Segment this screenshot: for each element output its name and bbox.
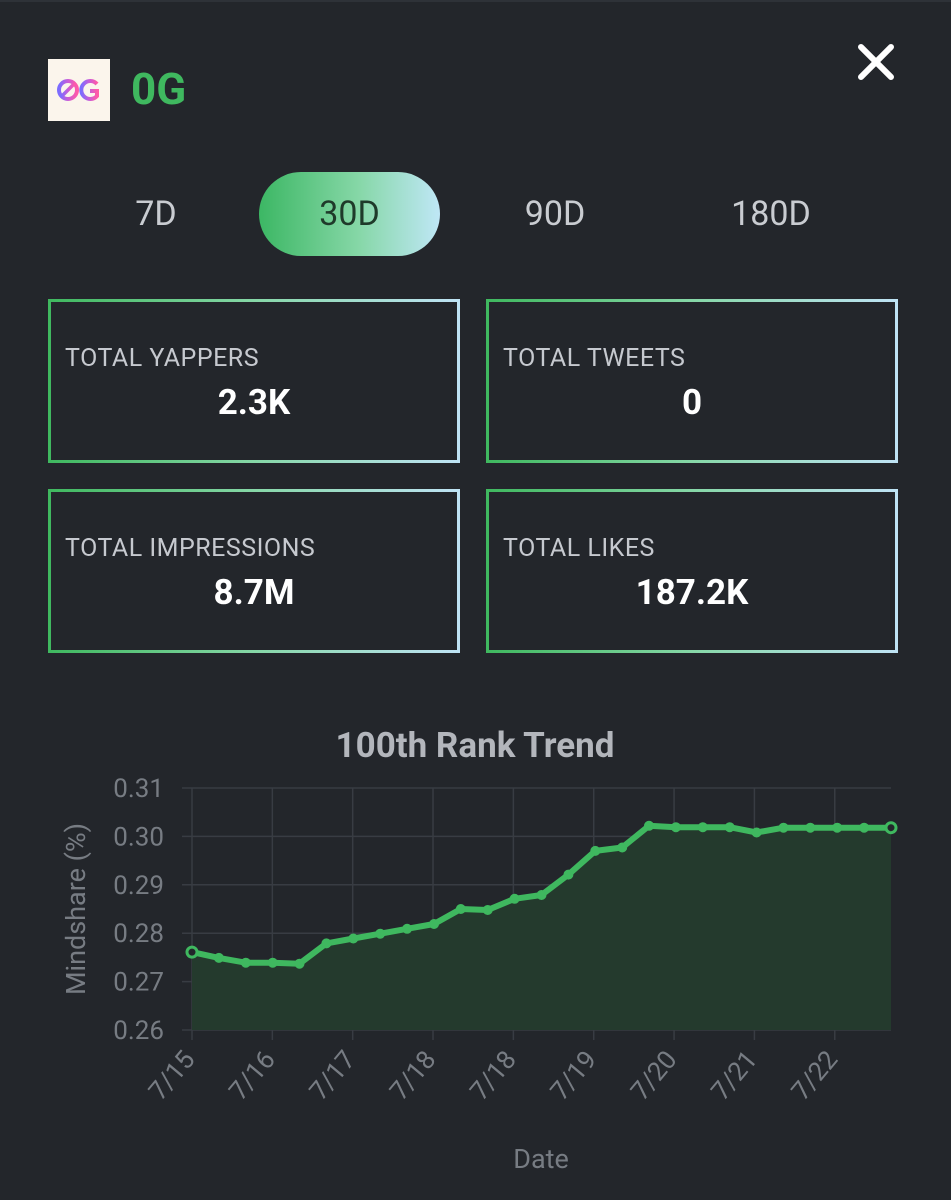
data-point — [697, 822, 708, 833]
close-icon — [858, 44, 894, 80]
tab-90d[interactable]: 90D — [524, 194, 586, 234]
tab-180d[interactable]: 180D — [731, 194, 811, 234]
data-point — [509, 893, 520, 904]
data-point — [751, 827, 762, 838]
x-tick-label: 7/22 — [786, 1045, 844, 1106]
stat-label: TOTAL YAPPERS — [65, 344, 260, 373]
stat-card-likes: TOTAL LIKES 187.2K — [486, 489, 898, 653]
x-tick-label: 7/19 — [545, 1045, 603, 1106]
x-tick-label: 7/18 — [465, 1045, 523, 1106]
data-point — [455, 904, 466, 914]
x-tick-label: 7/20 — [625, 1045, 683, 1106]
x-tick-label: 7/17 — [304, 1045, 362, 1106]
x-axis-label: Date — [513, 1143, 569, 1175]
data-point — [563, 869, 574, 880]
stat-label: TOTAL LIKES — [503, 534, 655, 563]
stat-card-impressions: TOTAL IMPRESSIONS 8.7M — [48, 489, 460, 653]
chart-title: 100th Rank Trend — [336, 725, 615, 766]
data-point — [617, 842, 628, 853]
data-point — [832, 822, 843, 833]
data-point — [778, 822, 789, 833]
x-tick-label: 7/15 — [143, 1045, 201, 1106]
data-point — [321, 938, 332, 949]
data-point — [240, 957, 251, 968]
stat-value: 8.7M — [213, 572, 295, 613]
x-tick-label: 7/18 — [384, 1045, 442, 1106]
data-point — [213, 952, 224, 963]
project-logo — [48, 59, 110, 121]
top-divider — [0, 0, 951, 2]
time-range-tabs: 7D 30D 90D 180D — [0, 172, 951, 256]
data-point — [375, 928, 386, 939]
y-tick-label: 0.30 — [113, 822, 164, 852]
rank-trend-chart: 100th Rank Trend 0.31 0.30 0.29 0.28 0.27 0.26… — [60, 725, 898, 1175]
data-point — [590, 845, 601, 856]
tab-30d[interactable]: 30D — [259, 172, 440, 256]
stat-label: TOTAL IMPRESSIONS — [65, 534, 316, 563]
data-point — [724, 822, 735, 833]
data-point — [294, 958, 305, 969]
stat-card-tweets: TOTAL TWEETS 0 — [486, 299, 898, 463]
stat-label: TOTAL TWEETS — [503, 344, 686, 373]
stat-card-yappers: TOTAL YAPPERS 2.3K — [48, 299, 460, 463]
data-point — [402, 923, 413, 934]
y-tick-label: 0.28 — [113, 919, 164, 949]
x-tick-label: 7/16 — [224, 1045, 282, 1106]
stat-value: 0 — [681, 382, 703, 423]
data-point — [859, 822, 870, 833]
y-tick-label: 0.31 — [113, 774, 164, 804]
data-point — [536, 890, 547, 900]
data-point — [884, 821, 898, 835]
data-point — [267, 957, 278, 968]
data-point — [482, 905, 493, 915]
close-button[interactable] — [856, 42, 896, 82]
data-point — [805, 822, 816, 833]
y-tick-label: 0.27 — [113, 968, 164, 998]
stat-value: 187.2K — [635, 572, 749, 613]
data-point — [348, 933, 359, 944]
stat-value: 2.3K — [217, 382, 291, 423]
x-tick-label: 7/21 — [706, 1045, 764, 1106]
tab-7d[interactable]: 7D — [135, 194, 177, 234]
data-point — [429, 919, 439, 929]
data-point — [644, 820, 654, 831]
area-fill — [192, 825, 891, 1030]
project-title: 0G — [131, 63, 187, 115]
y-axis-label: Mindshare (%) — [60, 823, 92, 995]
y-tick-label: 0.26 — [113, 1016, 164, 1046]
og-logo-icon — [57, 79, 99, 101]
data-point — [185, 945, 199, 959]
data-point — [670, 822, 681, 833]
y-tick-label: 0.29 — [113, 871, 164, 901]
